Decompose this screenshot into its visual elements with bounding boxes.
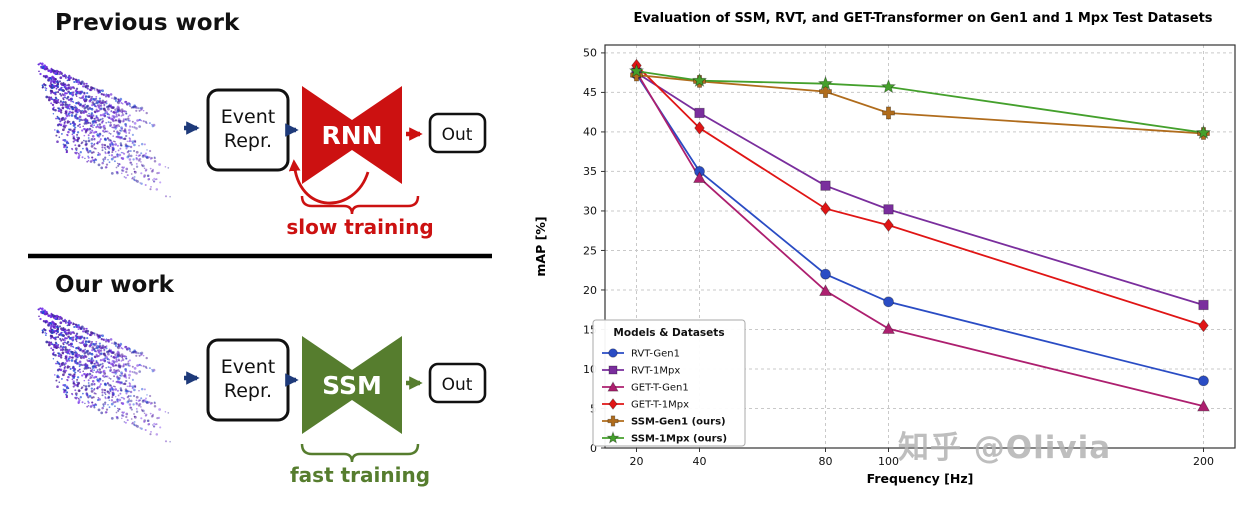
ssm-block [302,336,402,434]
y-tick-label: 30 [583,205,597,218]
out-label: Out [442,125,473,145]
out-box-2 [428,362,487,404]
series-line [636,70,1204,134]
y-tick-label: 35 [583,165,597,178]
y-tick-label: 50 [583,47,597,60]
x-tick-label: 100 [878,455,899,468]
y-tick-label: 0 [590,442,597,455]
event-repr-2-label-line2: Repr. [224,380,272,402]
ssm-label: SSM [322,371,382,400]
event-repr-label-line2: Repr. [224,130,272,152]
series-line [635,64,1204,327]
y-tick-label: 40 [583,126,597,139]
chart-title: Evaluation of SSM, RVT, and GET-Transfor… [633,11,1212,26]
legend-title: Models & Datasets [613,327,724,339]
plot-frame [604,44,1236,449]
x-tick-label: 200 [1193,455,1214,468]
out-box [428,112,487,154]
out-2-label: Out [442,375,473,395]
fast-training-label: fast training [290,463,430,487]
evaluation-chart: 05101520253035404550204080100200Models &… [505,0,1257,502]
y-tick-label: 25 [583,244,597,257]
legend-entry-label: SSM-Gen1 (ours) [631,417,726,428]
event-cloud-image-2 [37,307,171,443]
recurrence-loop-arrow [288,159,370,205]
legend-entry-label: RVT-1Mpx [631,366,680,377]
our-work-heading: Our work [55,272,175,298]
x-tick-label: 40 [693,455,707,468]
fast-training-brace [300,443,420,463]
slow-training-brace [300,195,420,215]
legend-entry-label: SSM-1Mpx (ours) [631,434,727,445]
event-repr-label-line1: Event [221,106,275,128]
rnn-block [302,86,402,184]
previous-work-heading: Previous work [55,10,240,36]
y-tick-label: 20 [583,284,597,297]
y-tick-label: 45 [583,86,597,99]
x-tick-label: 20 [630,455,644,468]
event-repr-2-label-line1: Event [221,356,275,378]
method-diagram-svg: Previous work Event Repr. RNN Out slow t… [28,10,492,487]
x-axis-label: Frequency [Hz] [867,471,974,486]
legend-entry-label: GET-T-1Mpx [631,400,689,411]
y-axis-label: mAP [%] [533,216,548,276]
event-cloud-image [37,62,171,198]
method-diagram: Previous work Event Repr. RNN Out slow t… [0,0,505,502]
legend: Models & Datasets RVT-Gen1 RVT-1Mpx GET-T-G… [592,319,746,447]
rnn-label: RNN [321,121,382,150]
legend-entry-label: RVT-Gen1 [631,349,680,360]
evaluation-chart-svg: 05101520253035404550204080100200Models &… [533,11,1236,486]
slow-training-label: slow training [286,215,433,239]
legend-entry-label: GET-T-Gen1 [631,383,689,394]
x-tick-label: 80 [819,455,833,468]
